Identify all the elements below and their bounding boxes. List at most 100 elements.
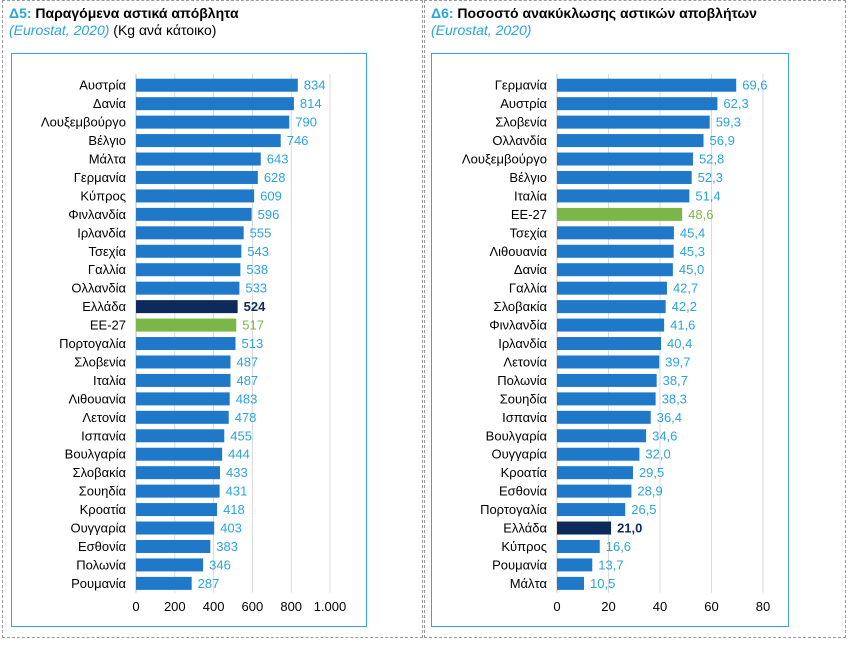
value-label: 56,9 xyxy=(710,133,735,148)
value-label: 26,5 xyxy=(631,502,656,517)
category-label: Εσθονία xyxy=(499,484,548,499)
x-tick-label: 400 xyxy=(203,599,225,614)
category-label: Κύπρος xyxy=(80,188,126,203)
category-label: Πολωνία xyxy=(497,373,547,388)
value-label: 478 xyxy=(235,410,257,425)
value-label: 41,6 xyxy=(670,318,695,333)
value-label: 45,0 xyxy=(679,262,704,277)
bar xyxy=(557,170,692,184)
bar xyxy=(136,115,290,129)
waste-chart-frame: Αυστρία 834 Δανία 814 Λουξεμβούργο 790 Βέλγιο 7… xyxy=(11,53,367,627)
bar xyxy=(557,447,640,461)
panel-source: (Eurostat, 2020) xyxy=(9,22,110,38)
bar xyxy=(136,263,241,277)
value-label: 431 xyxy=(226,484,248,499)
category-label: Ρουμανία xyxy=(71,576,126,591)
value-label: 69,6 xyxy=(742,78,767,93)
value-label: 52,8 xyxy=(699,152,724,167)
value-label: 51,4 xyxy=(695,188,720,203)
category-label: Ιρλανδία xyxy=(77,225,126,240)
value-label: 287 xyxy=(198,576,220,591)
category-label: Κροατία xyxy=(501,465,548,480)
value-label: 62,3 xyxy=(723,96,748,111)
value-label: 29,5 xyxy=(639,465,664,480)
bar xyxy=(136,281,240,295)
bar xyxy=(136,576,192,590)
category-label: Ισπανία xyxy=(81,428,126,443)
value-label: 418 xyxy=(223,502,245,517)
bar xyxy=(136,503,218,517)
value-label: 10,5 xyxy=(590,576,615,591)
recycling-rate-panel: Δ6: Ποσοστό ανακύκλωσης αστικών αποβλήτω… xyxy=(424,0,846,638)
category-label: Γαλλία xyxy=(509,281,548,296)
bar xyxy=(136,484,220,498)
bar xyxy=(136,78,298,92)
category-label: Αυστρία xyxy=(79,78,126,93)
bar xyxy=(557,97,718,111)
value-label: 814 xyxy=(300,96,322,111)
category-label: Βουλγαρία xyxy=(65,447,127,462)
category-label: Κύπρος xyxy=(501,539,547,554)
bar xyxy=(136,373,231,387)
bar xyxy=(557,484,632,498)
value-label: 487 xyxy=(236,354,258,369)
category-label: Ιρλανδία xyxy=(498,336,547,351)
bar xyxy=(557,134,704,148)
value-label: 517 xyxy=(242,318,264,333)
category-label: Σουηδία xyxy=(500,391,548,406)
panel-unit: (Kg ανά κάτοικο) xyxy=(113,22,217,38)
bar xyxy=(136,466,221,480)
category-label: Πορτογαλία xyxy=(59,336,126,351)
bar xyxy=(557,244,674,258)
category-label: ΕΕ-27 xyxy=(511,207,547,222)
bar xyxy=(557,576,585,590)
x-tick-label: 0 xyxy=(132,599,139,614)
category-label: Σλοβενία xyxy=(74,354,126,369)
category-label: Μάλτα xyxy=(89,152,127,167)
value-label: 38,7 xyxy=(663,373,688,388)
value-label: 36,4 xyxy=(657,410,682,425)
bar xyxy=(136,429,225,443)
value-label: 42,7 xyxy=(673,281,698,296)
bar xyxy=(557,429,647,443)
bar xyxy=(557,410,651,424)
bar xyxy=(136,152,261,166)
category-label: Ολλανδία xyxy=(492,133,547,148)
bar xyxy=(557,263,673,277)
value-label: 42,2 xyxy=(672,299,697,314)
waste-generated-panel: Δ5: Παραγόμενα αστικά απόβλητα (Eurostat… xyxy=(2,0,423,638)
bar xyxy=(136,558,204,572)
category-label: Ουγγαρία xyxy=(70,521,126,536)
x-tick-label: 20 xyxy=(601,599,615,614)
category-label: Λιθουανία xyxy=(68,391,126,406)
value-label: 609 xyxy=(260,188,282,203)
panel-source-line: (Eurostat, 2020) xyxy=(431,22,531,39)
bar xyxy=(557,392,656,406)
value-label: 32,0 xyxy=(645,447,670,462)
bar xyxy=(557,337,662,351)
category-label: ΕΕ-27 xyxy=(90,318,126,333)
category-label: Τσεχία xyxy=(88,244,126,259)
panel-source-line: (Eurostat, 2020) (Kg ανά κάτοικο) xyxy=(9,22,216,39)
panel-title-text: Ποσοστό ανακύκλωσης αστικών αποβλήτων xyxy=(457,5,757,21)
panel-title: Δ5: Παραγόμενα αστικά απόβλητα xyxy=(9,5,239,22)
bar xyxy=(136,447,223,461)
category-label: Σλοβακία xyxy=(73,465,127,480)
value-label: 346 xyxy=(209,557,231,572)
value-label: 790 xyxy=(295,115,317,130)
value-label: 433 xyxy=(226,465,248,480)
value-label: 628 xyxy=(264,170,286,185)
bar xyxy=(136,300,238,314)
category-label: Σουηδία xyxy=(79,484,127,499)
bar xyxy=(136,318,237,332)
bar xyxy=(136,244,242,258)
bar xyxy=(557,207,683,221)
bar xyxy=(557,521,612,535)
value-label: 555 xyxy=(250,225,272,240)
x-tick-label: 0 xyxy=(553,599,560,614)
value-label: 524 xyxy=(244,299,266,314)
category-label: Αυστρία xyxy=(500,96,547,111)
value-label: 834 xyxy=(304,78,326,93)
bar xyxy=(136,392,230,406)
category-label: Ισπανία xyxy=(502,410,547,425)
